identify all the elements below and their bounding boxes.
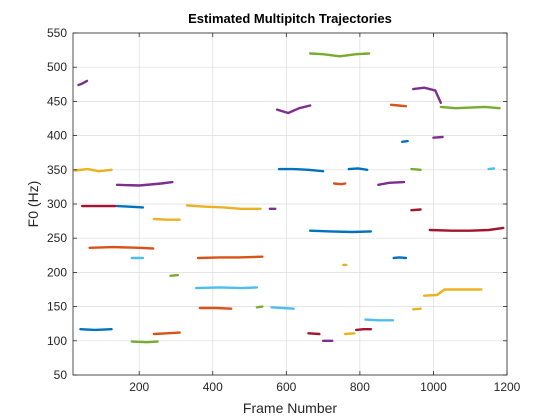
pitch-trajectory-40 (307, 332, 321, 336)
y-tick-label: 50 (54, 368, 68, 382)
pitch-trajectory-3 (309, 229, 373, 234)
pitch-trajectory-30 (255, 305, 264, 309)
pitch-trajectory-33 (439, 105, 501, 110)
pitch-trajectory-9 (196, 255, 264, 260)
pitch-trajectory-4 (347, 167, 369, 172)
y-tick-label: 150 (47, 300, 67, 314)
pitch-trajectory-0 (79, 328, 113, 332)
pitch-trajectory-42 (410, 208, 422, 212)
pitch-trajectory-11 (332, 182, 347, 186)
pitch-trajectory-19 (423, 288, 483, 297)
pitch-trajectory-27 (432, 135, 444, 139)
pitch-trajectory-17 (344, 332, 356, 336)
pitch-trajectory-10 (198, 306, 233, 310)
pitch-trajectory-25 (377, 180, 406, 187)
ticks: 200 400 600 800 1000 1200 50 100 150 200 250 300 350… (47, 26, 521, 394)
x-tick-label: 1200 (494, 380, 521, 394)
pitch-trajectory-5 (392, 256, 408, 260)
pitch-trajectory-18 (412, 307, 422, 311)
pitch-trajectory-21 (115, 180, 174, 187)
pitch-trajectory-36 (270, 306, 295, 310)
pitch-trajectory-7 (88, 245, 155, 250)
pitch-trajectory-15 (185, 204, 262, 211)
pitch-trajectory-31 (309, 52, 371, 58)
y-tick-label: 300 (47, 197, 67, 211)
pitch-trajectory-14 (152, 217, 181, 221)
pitch-trajectory-28 (130, 340, 159, 344)
x-tick-label: 600 (276, 380, 296, 394)
pitch-trajectory-38 (487, 167, 496, 171)
y-tick-label: 250 (47, 231, 67, 245)
y-tick-label: 350 (47, 163, 67, 177)
y-tick-label: 200 (47, 265, 67, 279)
x-axis-label: Frame Number (243, 400, 337, 416)
y-axis-label: F0 (Hz) (25, 181, 41, 228)
pitch-trajectory-20 (77, 79, 89, 87)
y-tick-label: 450 (47, 94, 67, 108)
y-tick-label: 400 (47, 129, 67, 143)
pitch-trajectory-43 (428, 226, 505, 232)
x-tick-label: 200 (129, 380, 149, 394)
x-tick-label: 800 (350, 380, 370, 394)
pitch-trajectory-2 (277, 167, 325, 173)
series-layer (73, 52, 505, 344)
pitch-trajectory-29 (169, 273, 180, 277)
y-tick-label: 550 (47, 26, 67, 40)
pitch-trajectory-37 (364, 318, 395, 322)
pitch-trajectory-32 (410, 167, 422, 172)
y-tick-label: 500 (47, 60, 67, 74)
y-tick-label: 100 (47, 334, 67, 348)
pitch-trajectory-23 (275, 104, 312, 115)
pitch-trajectory-41 (355, 328, 373, 332)
pitch-trajectory-35 (194, 286, 259, 290)
x-tick-label: 1000 (420, 380, 447, 394)
pitch-trajectory-8 (152, 331, 181, 336)
x-tick-label: 400 (203, 380, 223, 394)
pitch-trajectory-6 (401, 139, 409, 144)
pitch-trajectory-1 (115, 204, 145, 209)
pitch-trajectory-26 (412, 86, 442, 105)
pitch-trajectory-13 (73, 167, 113, 173)
chart-title: Estimated Multipitch Trajectories (188, 11, 392, 26)
pitch-trajectory-12 (389, 103, 408, 108)
